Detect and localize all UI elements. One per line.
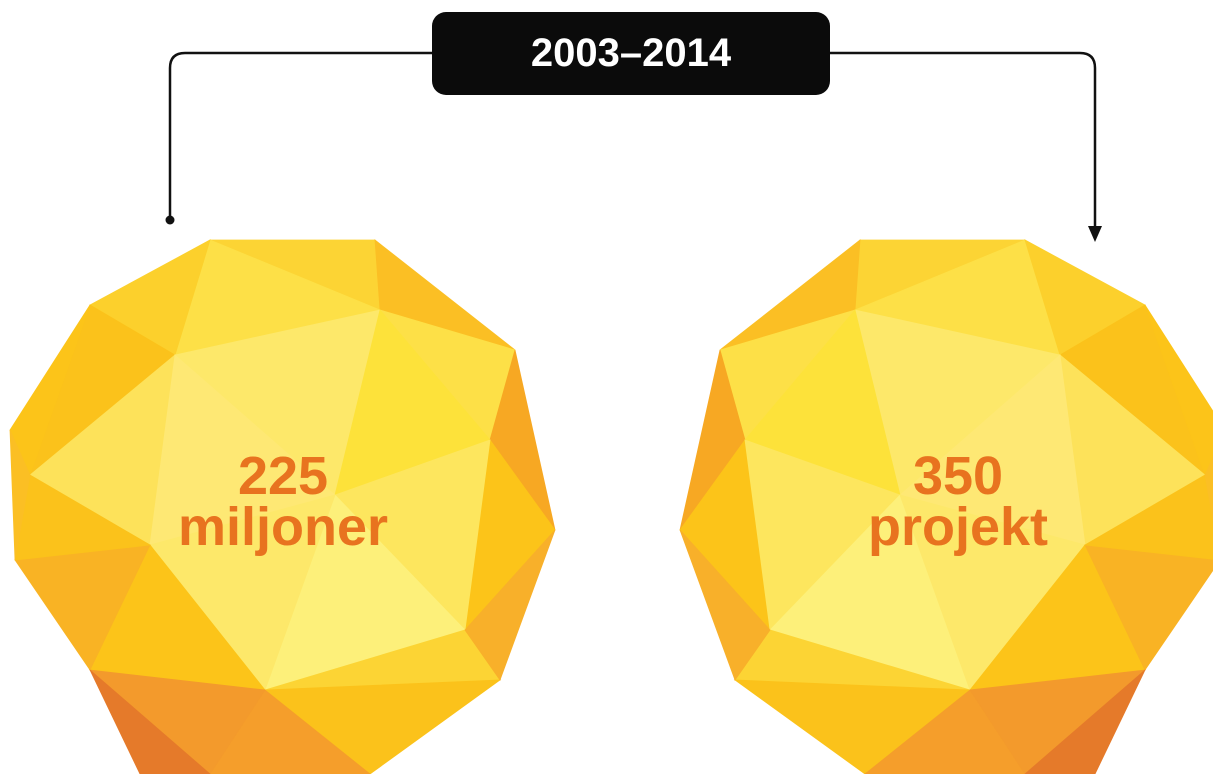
facet (679, 529, 771, 681)
polyhedra (9, 239, 1213, 774)
facet (1144, 304, 1213, 477)
connector-right (830, 51, 1097, 228)
item-number: 225 (238, 446, 328, 506)
connector-dot (165, 215, 175, 225)
item-number: 350 (913, 446, 1003, 506)
connector-arrow (1088, 226, 1102, 242)
facet (1024, 669, 1146, 774)
connector-left (168, 51, 432, 220)
facet (9, 429, 31, 561)
facet (89, 669, 211, 774)
item-unit: miljoner (178, 497, 388, 557)
facet (464, 529, 556, 681)
period-badge (432, 12, 830, 95)
item-unit: projekt (868, 497, 1048, 557)
period-label: 2003–2014 (531, 31, 732, 75)
